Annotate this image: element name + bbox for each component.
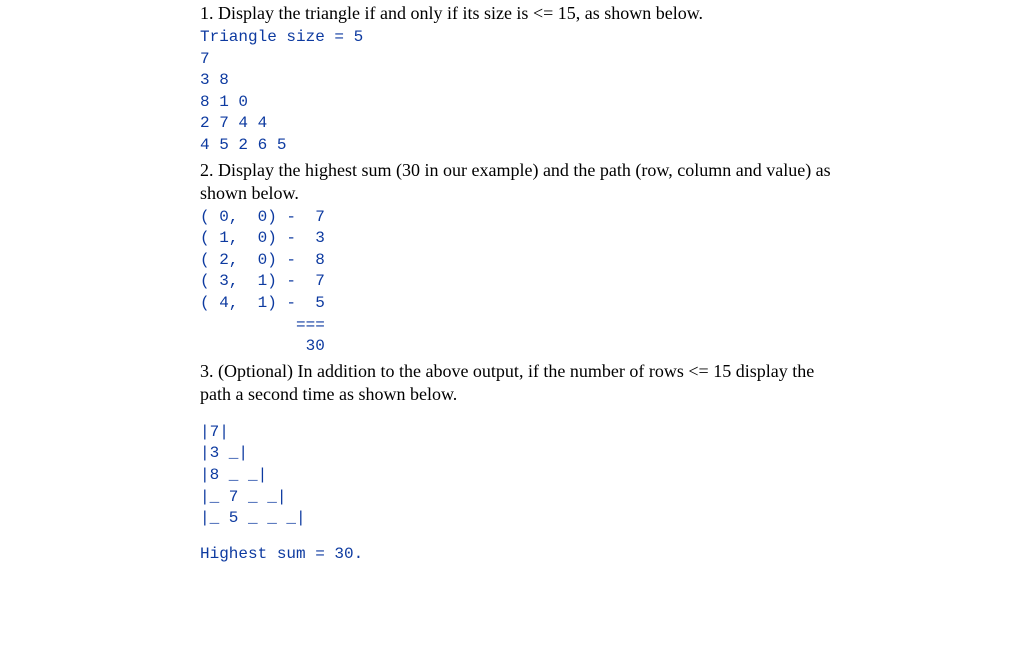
path-line: ( 0, 0) - 7	[200, 207, 840, 229]
path-diagram-row: |_ 5 _ _ _|	[200, 508, 840, 530]
path-line: ( 3, 1) - 7	[200, 271, 840, 293]
triangle-size-line: Triangle size = 5	[200, 27, 840, 49]
triangle-row: 3 8	[200, 70, 840, 92]
path-line: ( 1, 0) - 3	[200, 228, 840, 250]
path-line: ( 2, 0) - 8	[200, 250, 840, 272]
triangle-row: 4 5 2 6 5	[200, 135, 840, 157]
path-sum: 30	[200, 336, 840, 358]
highest-sum-line: Highest sum = 30.	[200, 544, 840, 566]
step1-intro-cut: 1. Display the triangle if and only if i…	[200, 2, 840, 25]
path-line: ( 4, 1) - 5	[200, 293, 840, 315]
path-diagram-row: |8 _ _|	[200, 465, 840, 487]
path-diagram-row: |3 _|	[200, 443, 840, 465]
step3-text: 3. (Optional) In addition to the above o…	[200, 360, 840, 406]
triangle-row: 7	[200, 49, 840, 71]
path-diagram-row: |7|	[200, 422, 840, 444]
path-separator: ===	[200, 315, 840, 337]
step2-text: 2. Display the highest sum (30 in our ex…	[200, 159, 840, 205]
triangle-row: 8 1 0	[200, 92, 840, 114]
blank-line	[200, 530, 840, 544]
blank-line	[200, 408, 840, 422]
triangle-row: 2 7 4 4	[200, 113, 840, 135]
document-page: 1. Display the triangle if and only if i…	[0, 2, 840, 565]
path-diagram-row: |_ 7 _ _|	[200, 487, 840, 509]
